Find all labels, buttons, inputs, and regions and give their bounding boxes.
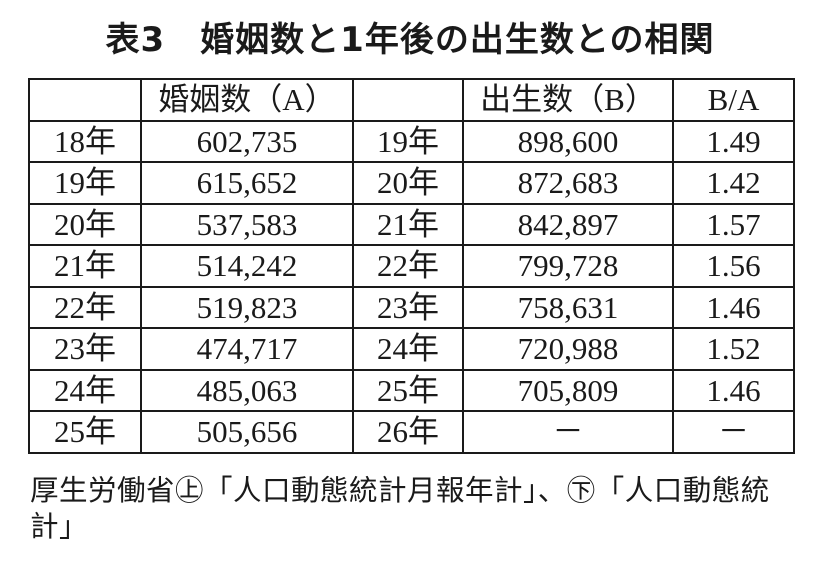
source-note: 厚生労働省㊤「人口動態統計月報年計」、㊦「人口動態統計」 [30,476,770,543]
table-title: 表3 婚姻数と1年後の出生数との相関 [105,20,715,60]
table-row: 24年 485,063 25年 705,809 1.46 [28,368,795,412]
table-cell: 474,717 [140,327,354,371]
table-cell: 23年 [28,327,142,371]
table-cell: 514,242 [140,244,354,288]
table-cell: 1.46 [672,368,795,412]
table-row: 18年 602,735 19年 898,600 1.49 [28,119,795,163]
data-table: 婚姻数（A） 出生数（B） B/A 18年 602,735 19年 898,600 1.… [28,78,795,454]
header-cell [352,78,464,122]
table-cell: 25年 [28,410,142,454]
table-cell: 24年 [28,368,142,412]
table-cell: 799,728 [462,244,674,288]
table-cell: 24年 [352,327,464,371]
header-cell [28,78,142,122]
table-cell: 19年 [352,119,464,163]
table-cell: 872,683 [462,161,674,205]
table-row: 21年 514,242 22年 799,728 1.56 [28,244,795,288]
header-row: 婚姻数（A） 出生数（B） B/A [28,78,795,122]
header-cell: 婚姻数（A） [140,78,354,122]
table-cell: 602,735 [140,119,354,163]
table-cell: 1.46 [672,285,795,329]
table-cell: 519,823 [140,285,354,329]
table-cell: 21年 [352,202,464,246]
table-cell: 25年 [352,368,464,412]
table-cell: 26年 [352,410,464,454]
table-cell: 485,063 [140,368,354,412]
table-body: 18年 602,735 19年 898,600 1.49 19年 615,652 20年 872… [28,119,795,454]
table-cell: 19年 [28,161,142,205]
table-cell: 537,583 [140,202,354,246]
table-cell: 1.52 [672,327,795,371]
table-cell: 22年 [28,285,142,329]
table-row: 19年 615,652 20年 872,683 1.42 [28,161,795,205]
table-cell: 23年 [352,285,464,329]
table-row: 22年 519,823 23年 758,631 1.46 [28,285,795,329]
table-cell: 842,897 [462,202,674,246]
table-cell: 505,656 [140,410,354,454]
table-cell: － [672,410,795,454]
table-cell: 898,600 [462,119,674,163]
table-cell: 1.56 [672,244,795,288]
table-cell: 758,631 [462,285,674,329]
table-cell: 21年 [28,244,142,288]
table-cell: 615,652 [140,161,354,205]
table-row: 20年 537,583 21年 842,897 1.57 [28,202,795,246]
table-cell: 20年 [28,202,142,246]
table-cell: 1.42 [672,161,795,205]
table-row: 25年 505,656 26年－－ [28,410,795,454]
table-cell: 18年 [28,119,142,163]
table-cell: － [462,410,674,454]
header-cell: B/A [672,78,795,122]
table-row: 23年 474,717 24年 720,988 1.52 [28,327,795,371]
table-cell: 20年 [352,161,464,205]
table-cell: 1.57 [672,202,795,246]
header-cell: 出生数（B） [462,78,674,122]
table-cell: 22年 [352,244,464,288]
table-cell: 1.49 [672,119,795,163]
table-cell: 720,988 [462,327,674,371]
table-cell: 705,809 [462,368,674,412]
